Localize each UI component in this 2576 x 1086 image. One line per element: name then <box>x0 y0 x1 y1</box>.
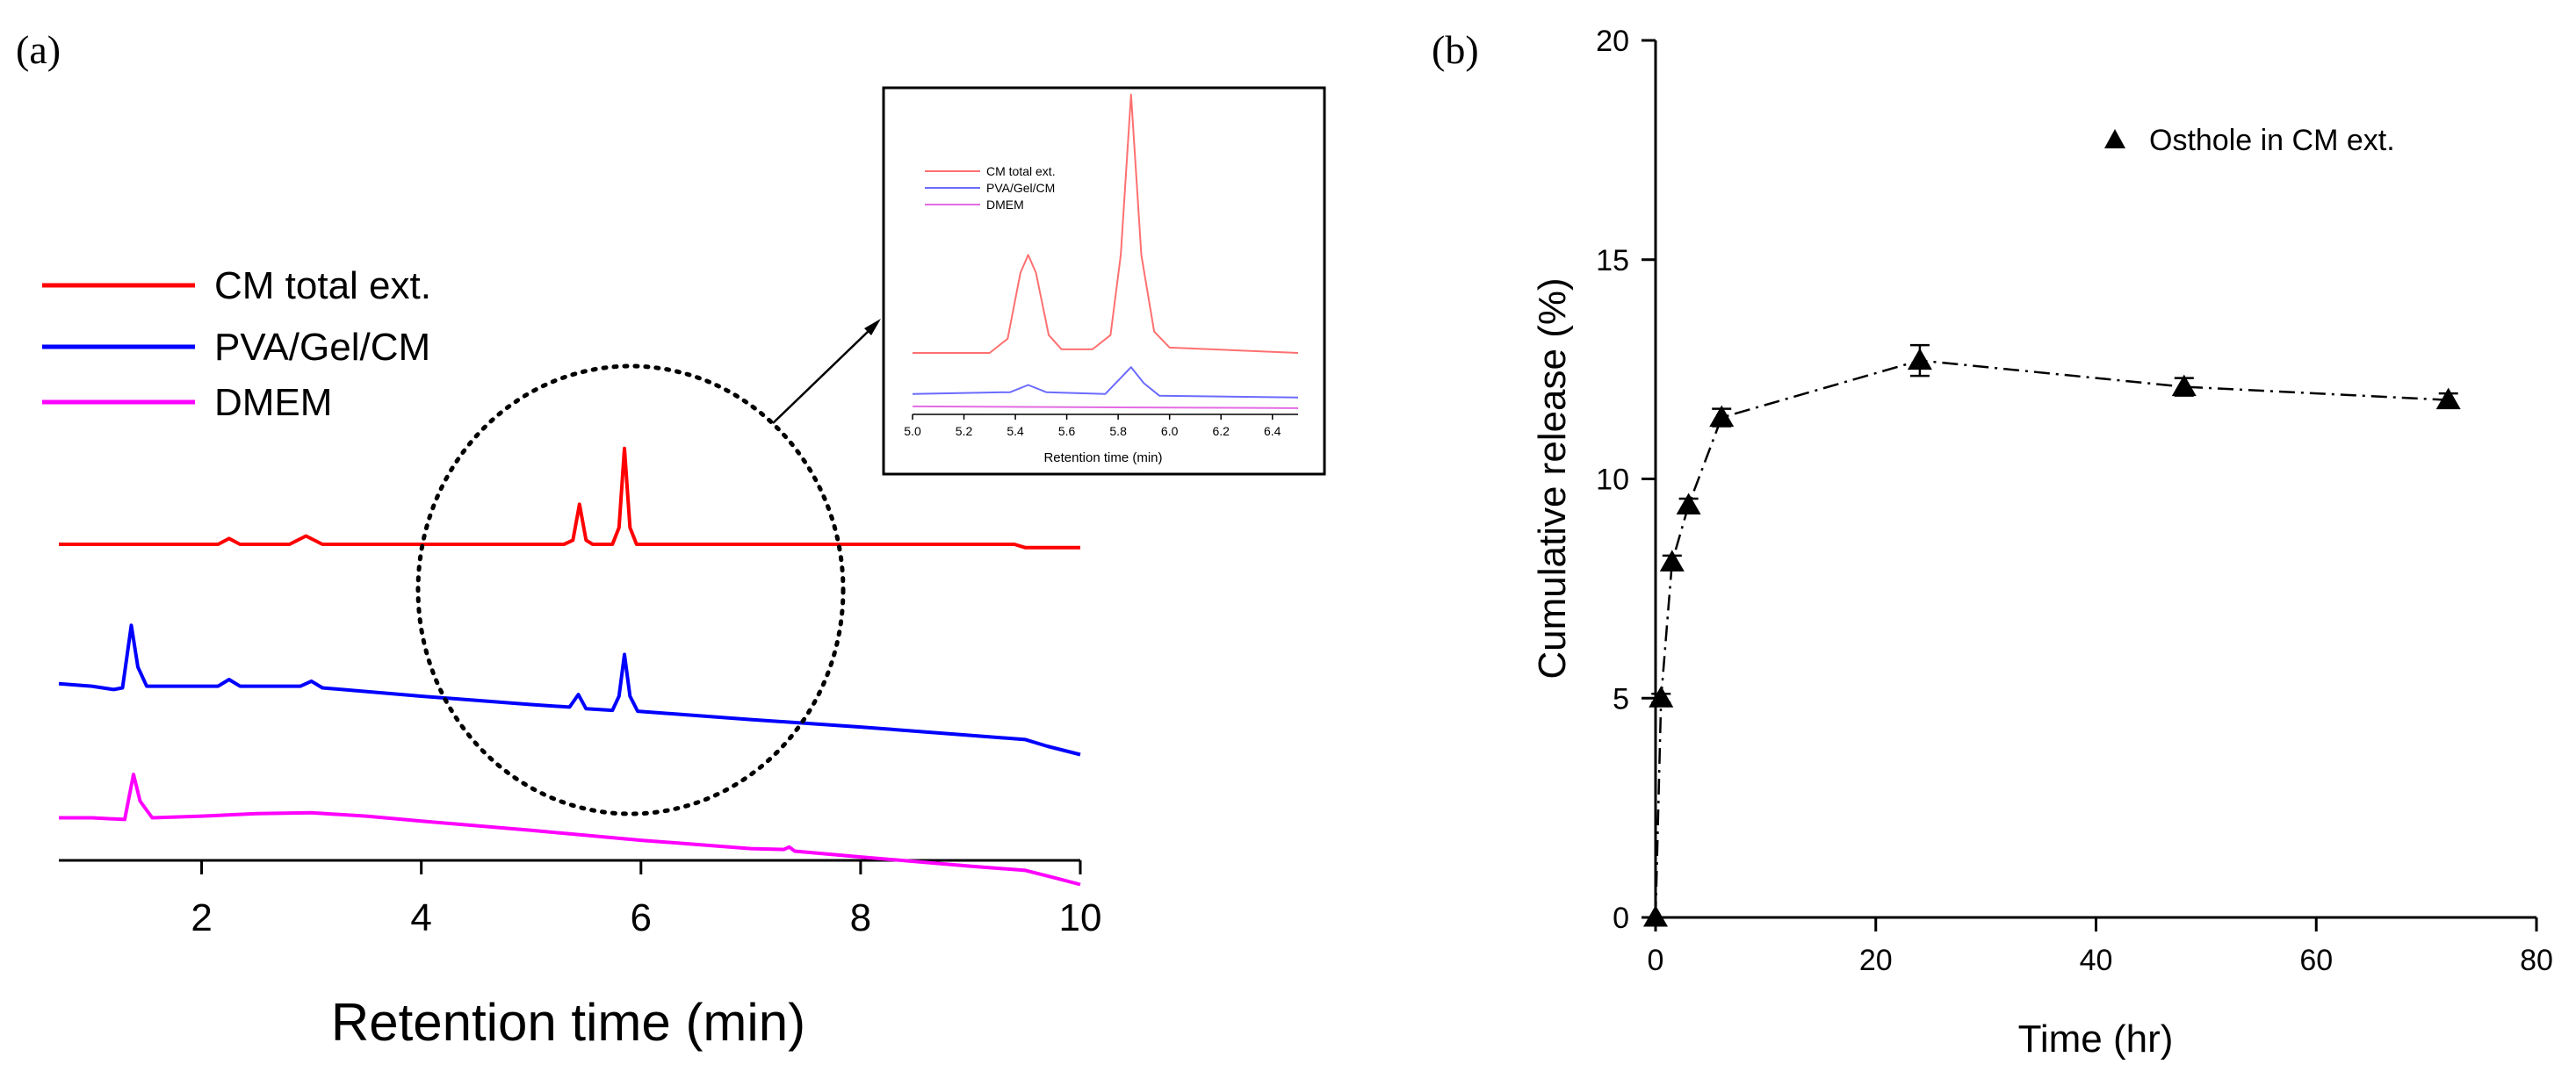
inset-x-tick-label: 5.2 <box>956 424 973 438</box>
y-tick-label: 5 <box>1613 682 1629 716</box>
inset-x-axis-label: Retention time (min) <box>1043 450 1162 465</box>
y-tick-label: 20 <box>1596 25 1629 58</box>
inset-x-tick-label: 5.0 <box>904 424 921 438</box>
panel-b-legend-marker <box>2104 129 2125 148</box>
x-tick-label: 8 <box>850 896 871 939</box>
inset-x-tick-label: 6.4 <box>1264 424 1281 438</box>
panel-a-chromatogram: (a) CM total ext. PVA/Gel/CM DMEM 2 4 6 8 10… <box>16 27 1326 1052</box>
data-point-marker <box>1643 905 1668 927</box>
y-tick-label: 15 <box>1596 244 1629 277</box>
inset-x-tick-label: 5.4 <box>1007 424 1024 438</box>
panel-a-label: (a) <box>16 27 61 72</box>
data-point-marker <box>1649 686 1674 708</box>
inset-legend-label-pva-gel-cm: PVA/Gel/CM <box>986 181 1055 195</box>
inset-legend-label-cm-total: CM total ext. <box>986 164 1056 178</box>
trace-2 <box>59 773 1081 887</box>
inset-x-tick-label: 6.2 <box>1212 424 1230 438</box>
inset-frame <box>882 86 1326 476</box>
inset-x-tick-label: 6.0 <box>1161 424 1179 438</box>
panel-b-y-axis-label: Cumulative release (%) <box>1531 277 1574 679</box>
x-tick-label: 80 <box>2520 944 2553 977</box>
legend-label-pva-gel-cm: PVA/Gel/CM <box>214 326 430 369</box>
inset-trace-2 <box>912 405 1299 409</box>
data-point-marker <box>1676 493 1701 514</box>
data-point-marker <box>1659 550 1685 572</box>
x-tick-label: 10 <box>1059 896 1102 939</box>
panel-a-x-axis-label: Retention time (min) <box>331 993 805 1052</box>
x-tick-label: 4 <box>410 896 431 939</box>
legend-label-dmem: DMEM <box>214 381 332 424</box>
trace-0 <box>59 446 1080 550</box>
x-tick-label: 60 <box>2299 944 2333 977</box>
panel-b-legend-label: Osthole in CM ext. <box>2149 124 2395 157</box>
zoom-circle <box>415 363 846 816</box>
x-tick-label: 2 <box>191 896 212 939</box>
inset-x-tick-label: 5.6 <box>1058 424 1076 438</box>
panel-b-legend: Osthole in CM ext. <box>2104 124 2395 157</box>
inset-panel: CM total ext. PVA/Gel/CM DMEM 5.0 5.2 5.4 5… <box>882 86 1326 476</box>
panel-b-x-ticks: 0 20 40 60 80 <box>1648 917 2553 977</box>
inset-series <box>912 93 1299 409</box>
panel-b-series <box>1643 343 2461 927</box>
y-tick-label: 0 <box>1613 902 1629 935</box>
y-tick-label: 10 <box>1596 464 1629 497</box>
panel-a-x-ticks: 2 4 6 8 10 <box>191 860 1101 939</box>
panel-b-x-axis-label: Time (hr) <box>2018 1018 2174 1061</box>
release-line <box>1654 359 2449 918</box>
inset-trace-0 <box>913 93 1299 354</box>
data-point-marker <box>1709 405 1735 428</box>
panel-a-legend: CM total ext. PVA/Gel/CM DMEM <box>42 264 431 424</box>
data-point-marker <box>1907 348 1932 370</box>
zoom-arrow <box>772 319 881 424</box>
trace-1 <box>58 623 1081 757</box>
inset-trace-1 <box>912 366 1299 399</box>
x-tick-label: 40 <box>2080 944 2113 977</box>
legend-label-cm-total: CM total ext. <box>214 264 431 307</box>
panel-a-series <box>58 446 1081 887</box>
panel-b-release: (b) 0 5 10 15 20 0 20 40 60 80 Cumulative releas… <box>1432 25 2553 1061</box>
x-tick-label: 6 <box>631 896 652 939</box>
x-tick-label: 0 <box>1648 944 1664 977</box>
panel-b-y-ticks: 0 5 10 15 20 <box>1596 25 1656 935</box>
data-point-marker <box>2435 387 2461 410</box>
inset-legend: CM total ext. PVA/Gel/CM DMEM <box>925 164 1056 212</box>
x-tick-label: 20 <box>1859 944 1893 977</box>
inset-x-ticks: 5.0 5.2 5.4 5.6 5.8 6.0 6.2 6.4 <box>904 414 1281 438</box>
inset-x-tick-label: 5.8 <box>1109 424 1127 438</box>
inset-legend-label-dmem: DMEM <box>986 198 1024 212</box>
data-point-marker <box>2171 374 2197 397</box>
panel-b-label: (b) <box>1432 27 1479 72</box>
